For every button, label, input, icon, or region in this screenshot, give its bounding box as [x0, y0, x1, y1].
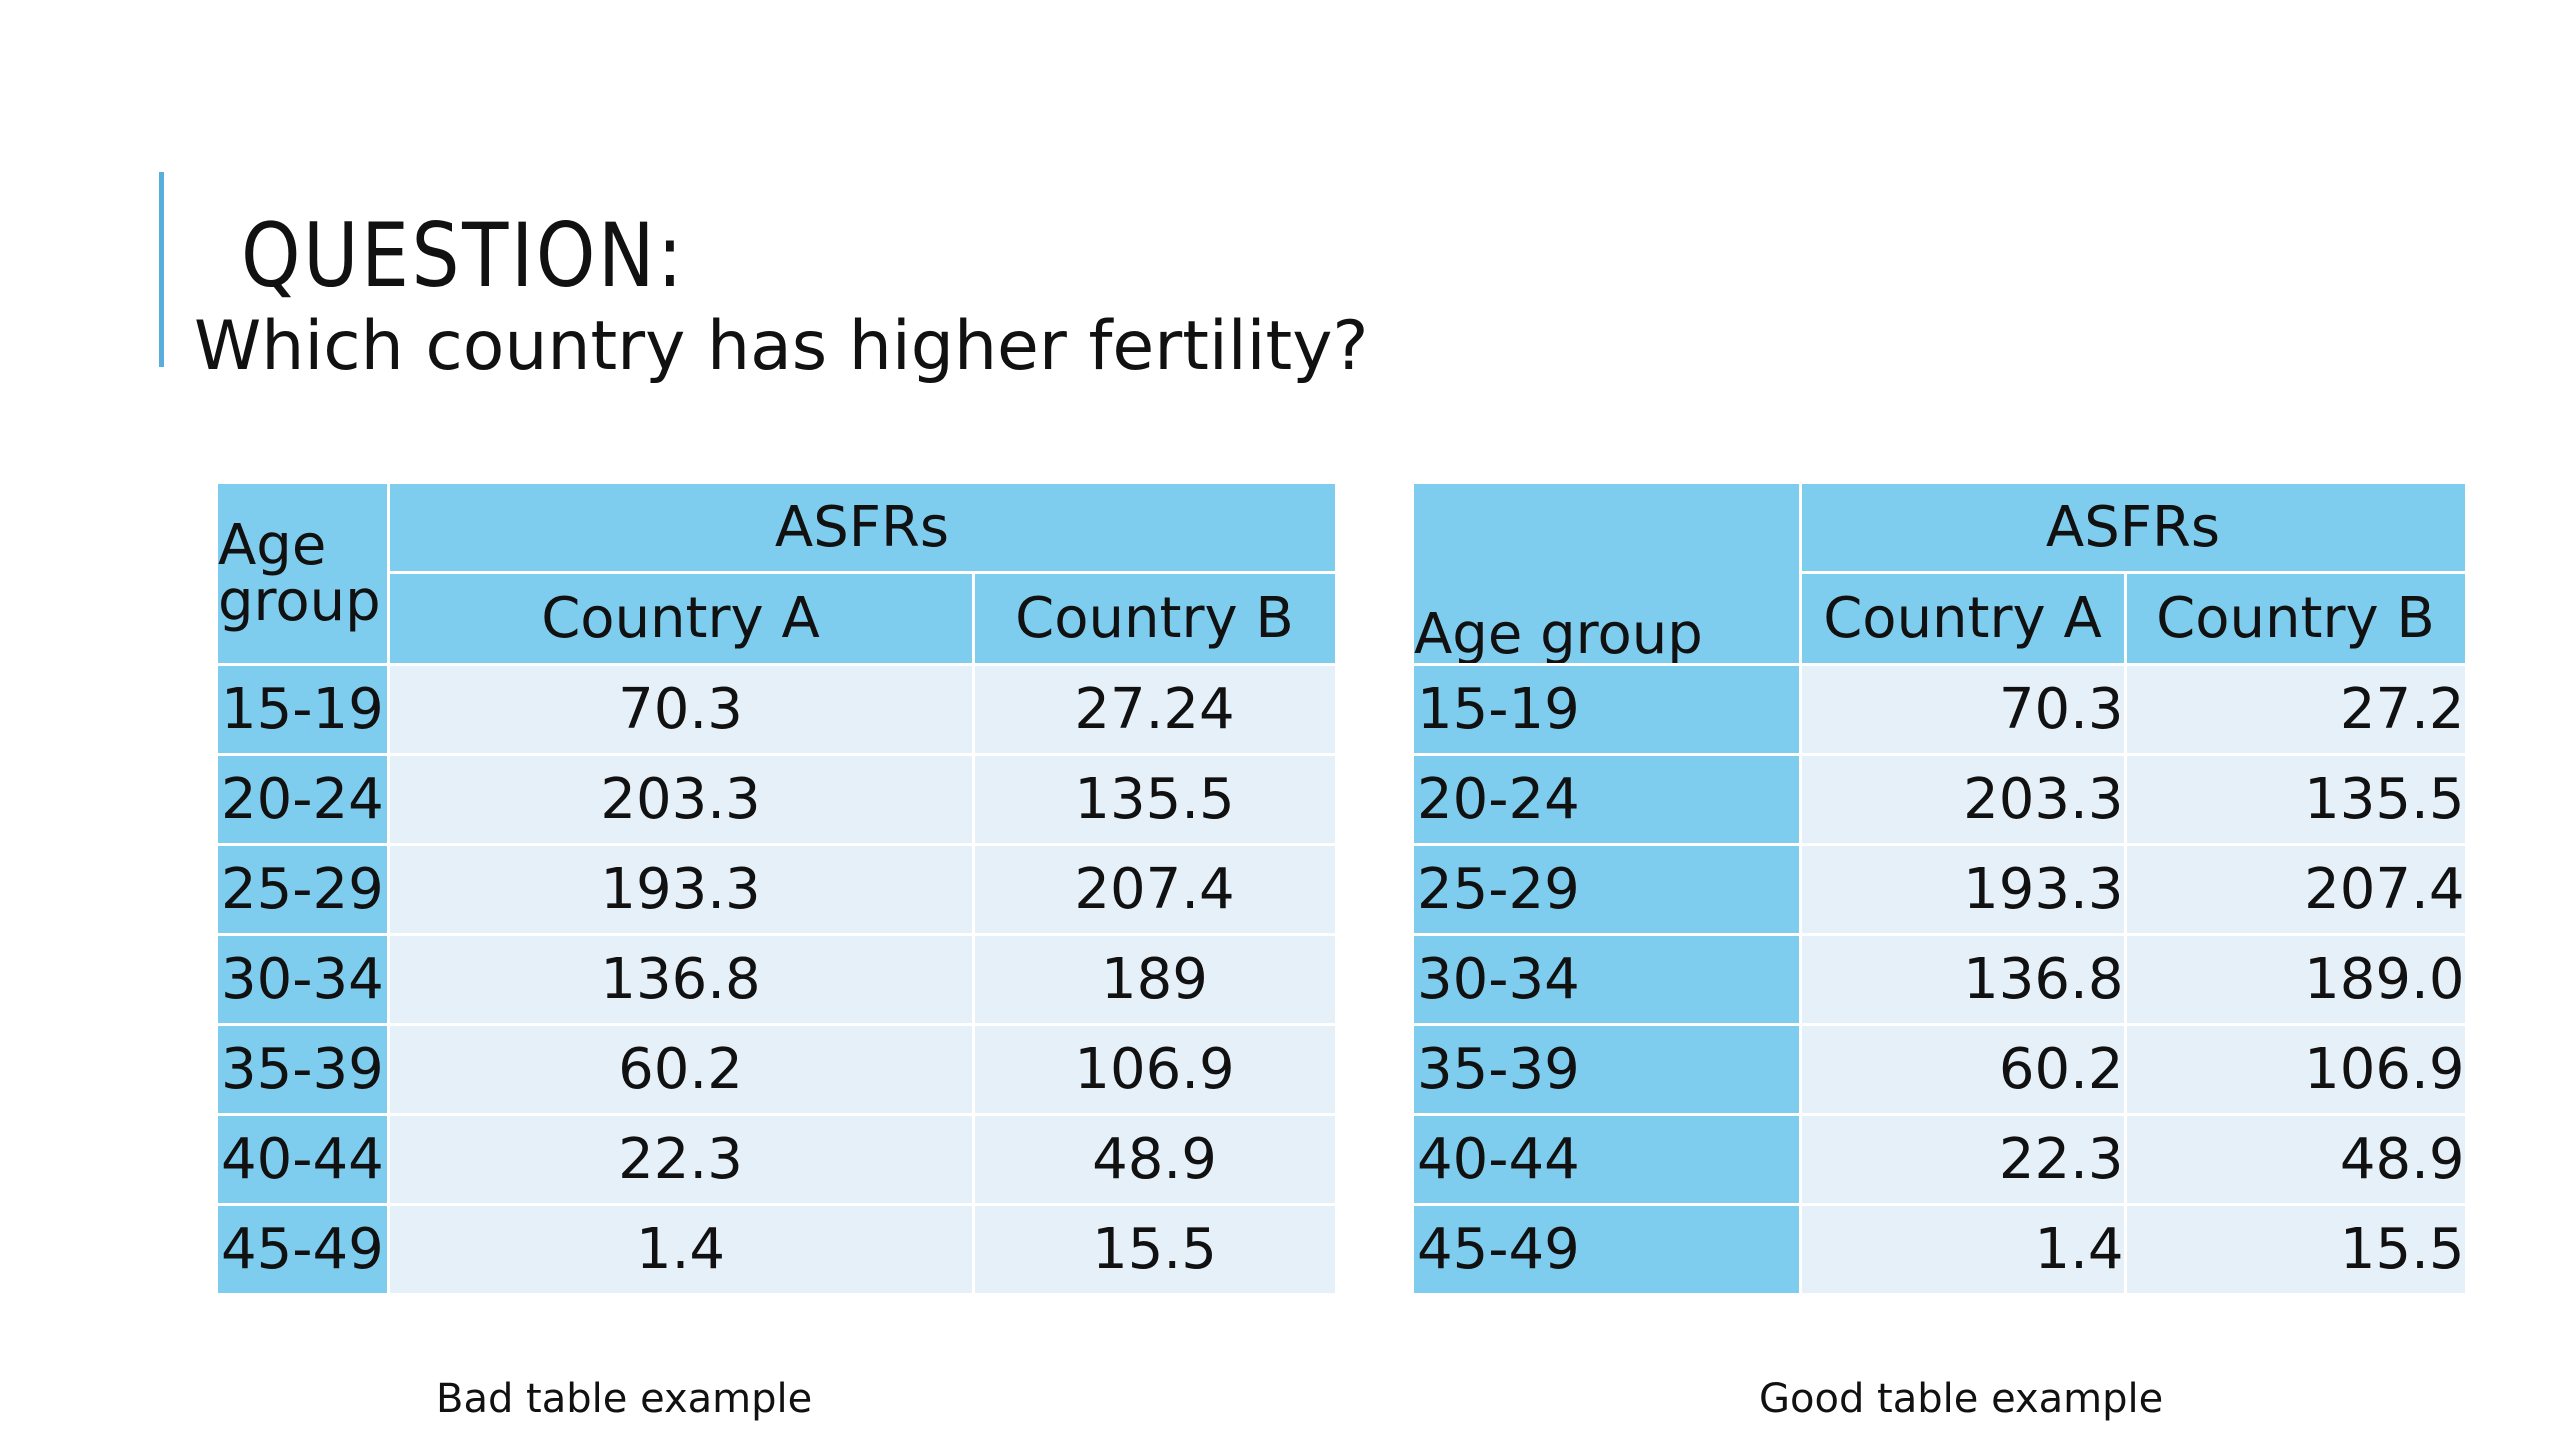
table-row: 40-44 22.3 48.9	[218, 1113, 1338, 1206]
good-table-age-cell: 30-34	[1414, 933, 1802, 1026]
good-table-value-cell: 193.3	[1798, 843, 2127, 936]
bad-table-value-cell: 207.4	[971, 843, 1338, 936]
bad-table-value-cell: 27.24	[971, 663, 1338, 756]
bad-table-value-cell: 15.5	[971, 1203, 1338, 1293]
bad-table-age-cell: 15-19	[218, 663, 390, 756]
bad-table-value-cell: 22.3	[386, 1113, 975, 1206]
table-row: 15-19 70.3 27.24	[218, 663, 1338, 756]
good-table-value-cell: 136.8	[1798, 933, 2127, 1026]
good-table-age-cell: 45-49	[1414, 1203, 1802, 1293]
table-row: 20-24 203.3 135.5	[218, 753, 1338, 846]
bad-table-age-cell: 40-44	[218, 1113, 390, 1206]
bad-table-value-cell: 106.9	[971, 1023, 1338, 1116]
good-table-value-cell: 106.9	[2123, 1023, 2468, 1116]
good-table-age-cell: 40-44	[1414, 1113, 1802, 1206]
good-table-value-cell: 203.3	[1798, 753, 2127, 846]
bad-table-value-cell: 70.3	[386, 663, 975, 756]
bad-table-value-cell: 136.8	[386, 933, 975, 1026]
good-table-caption: Good table example	[1759, 1376, 2164, 1422]
table-row: 25-29 193.3 207.4	[1414, 843, 2468, 936]
bad-table-age-cell: 35-39	[218, 1023, 390, 1116]
bad-table-age-cell: 20-24	[218, 753, 390, 846]
bad-table-value-cell: 48.9	[971, 1113, 1338, 1206]
bad-table-age-cell: 45-49	[218, 1203, 390, 1293]
table-row: 45-49 1.4 15.5	[1414, 1203, 2468, 1293]
good-table-value-cell: 22.3	[1798, 1113, 2127, 1206]
good-table-column-header: Country A	[1800, 571, 2127, 666]
good-table-age-cell: 35-39	[1414, 1023, 1802, 1116]
good-table: Age group ASFRs Country A Country B 15-1…	[1414, 484, 2468, 1293]
slide-title: QUESTION:	[241, 204, 686, 307]
bad-table: Age group ASFRs Country A Country B 15-1…	[218, 484, 1338, 1293]
table-row: 45-49 1.4 15.5	[218, 1203, 1338, 1293]
bad-table-age-cell: 30-34	[218, 933, 390, 1026]
good-table-value-cell: 1.4	[1798, 1203, 2127, 1293]
bad-table-caption: Bad table example	[436, 1376, 813, 1422]
bad-table-value-cell: 203.3	[386, 753, 975, 846]
good-table-value-cell: 189.0	[2123, 933, 2468, 1026]
table-row: 40-44 22.3 48.9	[1414, 1113, 2468, 1206]
good-table-value-cell: 207.4	[2123, 843, 2468, 936]
good-table-column-header: Country B	[2123, 571, 2468, 666]
bad-table-value-cell: 60.2	[386, 1023, 975, 1116]
good-table-age-cell: 20-24	[1414, 753, 1802, 846]
good-table-value-cell: 48.9	[2123, 1113, 2468, 1206]
bad-table-stub-header: Age group	[218, 484, 390, 666]
bad-table-group-header: ASFRs	[386, 484, 1338, 574]
slide-subtitle: Which country has higher fertility?	[194, 307, 1369, 386]
good-table-age-cell: 15-19	[1414, 663, 1802, 756]
good-table-value-cell: 27.2	[2123, 663, 2468, 756]
bad-table-value-cell: 193.3	[386, 843, 975, 936]
bad-table-column-header: Country A	[388, 571, 975, 666]
table-row: 30-34 136.8 189	[218, 933, 1338, 1026]
bad-table-value-cell: 1.4	[386, 1203, 975, 1293]
good-table-age-cell: 25-29	[1414, 843, 1802, 936]
good-table-stub-header: Age group	[1414, 484, 1802, 666]
bad-table-value-cell: 135.5	[971, 753, 1338, 846]
bad-table-value-cell: 189	[971, 933, 1338, 1026]
table-row: 20-24 203.3 135.5	[1414, 753, 2468, 846]
good-table-value-cell: 135.5	[2123, 753, 2468, 846]
table-row: 30-34 136.8 189.0	[1414, 933, 2468, 1026]
table-row: 25-29 193.3 207.4	[218, 843, 1338, 936]
table-row: 35-39 60.2 106.9	[218, 1023, 1338, 1116]
good-table-value-cell: 60.2	[1798, 1023, 2127, 1116]
good-table-group-header: ASFRs	[1798, 484, 2468, 574]
table-row: 35-39 60.2 106.9	[1414, 1023, 2468, 1116]
title-accent-bar	[159, 172, 164, 367]
good-table-value-cell: 15.5	[2123, 1203, 2468, 1293]
bad-table-column-header: Country B	[971, 571, 1338, 666]
good-table-value-cell: 70.3	[1798, 663, 2127, 756]
table-row: 15-19 70.3 27.2	[1414, 663, 2468, 756]
bad-table-age-cell: 25-29	[218, 843, 390, 936]
